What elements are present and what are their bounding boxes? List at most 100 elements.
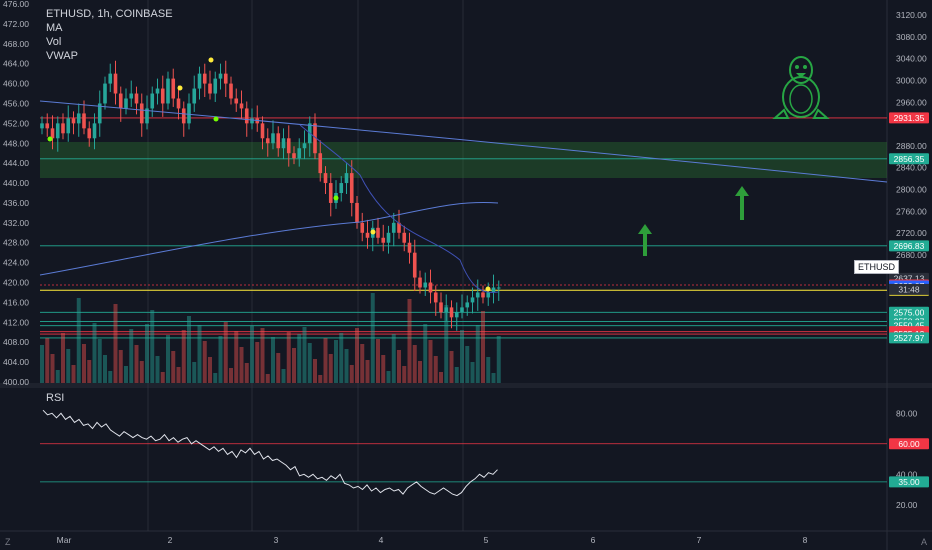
volume-bar xyxy=(160,372,165,383)
volume-bar xyxy=(391,334,396,383)
candle-body xyxy=(402,232,407,243)
left-price-tick: 472.00 xyxy=(3,19,29,29)
right-price-tick: 3120.00 xyxy=(896,10,927,20)
volume-bar xyxy=(176,367,181,383)
candle-body xyxy=(349,173,354,203)
candle-body xyxy=(87,128,92,139)
volume-bar xyxy=(192,362,197,383)
up-arrow-2 xyxy=(735,186,749,220)
candle-body xyxy=(302,143,307,149)
candle-body xyxy=(208,83,212,94)
left-price-tick: 464.00 xyxy=(3,59,29,69)
volume-bar xyxy=(71,365,76,383)
candle-body xyxy=(66,118,71,134)
candle-body xyxy=(271,133,275,144)
pane-separator xyxy=(0,383,932,388)
candle-body xyxy=(187,103,191,124)
volume-bar xyxy=(318,375,323,383)
volume-bar xyxy=(260,328,265,383)
candle-body xyxy=(192,88,197,104)
left-price-tick: 448.00 xyxy=(3,138,29,148)
price-zones xyxy=(40,142,887,178)
volume-bar xyxy=(486,357,491,383)
signal-dot xyxy=(213,116,219,122)
volume-bar xyxy=(465,346,470,383)
volume-bar xyxy=(223,322,228,383)
volume-bar xyxy=(92,323,97,383)
axes: 476.00472.00468.00464.00460.00456.00452.… xyxy=(3,0,927,545)
signal-dot xyxy=(370,229,376,235)
volume-bar xyxy=(344,349,349,383)
candle-body xyxy=(239,103,244,109)
candle-body xyxy=(481,292,485,298)
volume-bar xyxy=(360,344,365,383)
signal-dot xyxy=(47,136,53,142)
volume-bar xyxy=(313,359,317,383)
arrows xyxy=(638,186,749,256)
svg-text:2527.97: 2527.97 xyxy=(894,333,925,343)
ma-short-line xyxy=(299,124,499,294)
volume-bar xyxy=(370,293,375,383)
volume-bar xyxy=(475,325,480,383)
price-label: 2856.35 xyxy=(889,153,929,165)
volume-bar xyxy=(244,363,249,383)
signal-dot xyxy=(333,195,339,201)
candle-body xyxy=(223,73,228,84)
rsi-title[interactable]: RSI xyxy=(46,392,65,404)
volume-bar xyxy=(82,344,86,383)
volume-bar xyxy=(418,361,422,383)
candle-body xyxy=(460,307,464,313)
volume-bar xyxy=(481,311,485,383)
moving-averages xyxy=(39,100,888,294)
volume-bar xyxy=(124,366,128,383)
candle-body xyxy=(423,282,428,288)
candle-body xyxy=(265,138,270,144)
candle-body xyxy=(260,123,265,139)
indicator-vol[interactable]: Vol xyxy=(46,36,62,48)
volume-bar xyxy=(286,332,291,383)
price-label: 2527.97 xyxy=(889,332,929,344)
volume-bar xyxy=(281,369,286,383)
candle-body xyxy=(139,103,144,124)
time-axis-label: 7 xyxy=(697,535,702,545)
right-price-tick: 2960.00 xyxy=(896,97,927,107)
candle-body xyxy=(313,123,317,154)
time-axis-label: 5 xyxy=(484,535,489,545)
svg-text:35.00: 35.00 xyxy=(898,477,920,487)
volume-bar xyxy=(66,349,71,383)
left-price-tick: 444.00 xyxy=(3,158,29,168)
left-price-tick: 404.00 xyxy=(3,357,29,367)
volume-bar xyxy=(197,325,202,383)
corner-right-button[interactable]: A xyxy=(921,537,928,547)
candle-body xyxy=(40,123,44,129)
candle-body xyxy=(45,123,50,129)
volume-bar xyxy=(202,341,207,383)
volume-bar xyxy=(292,348,296,383)
candle-body xyxy=(339,183,344,193)
candle-body xyxy=(82,113,86,129)
volume-bar xyxy=(118,350,123,383)
candle-body xyxy=(202,73,207,84)
symbol-title[interactable]: ETHUSD, 1h, COINBASE xyxy=(46,8,173,20)
rsi-panel xyxy=(40,409,887,497)
volume-bars xyxy=(40,293,501,383)
candle-body xyxy=(381,237,386,243)
volume-bar xyxy=(108,371,113,383)
svg-text:31:48: 31:48 xyxy=(898,284,920,294)
left-price-tick: 408.00 xyxy=(3,337,29,347)
volume-bar xyxy=(139,361,144,383)
candle-body xyxy=(97,103,102,124)
candle-body xyxy=(250,118,254,124)
corner-left-button[interactable]: Z xyxy=(5,537,11,547)
left-price-tick: 468.00 xyxy=(3,39,29,49)
indicator-vwap[interactable]: VWAP xyxy=(46,50,78,62)
candle-body xyxy=(197,73,202,89)
indicator-ma[interactable]: MA xyxy=(46,22,63,34)
rsi-level-label: 60.00 xyxy=(889,438,929,450)
volume-bar xyxy=(397,350,401,383)
candle-body xyxy=(323,173,328,184)
volume-bar xyxy=(181,330,186,383)
candle-body xyxy=(297,148,302,159)
